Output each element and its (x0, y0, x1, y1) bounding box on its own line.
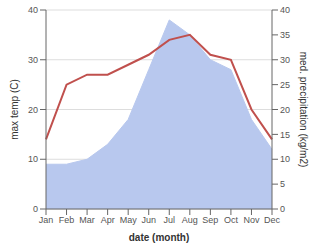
svg-text:Oct: Oct (224, 215, 239, 225)
svg-text:May: May (120, 215, 138, 225)
svg-text:Jun: Jun (141, 215, 156, 225)
svg-text:Jan: Jan (39, 215, 54, 225)
svg-text:max temp (C): max temp (C) (9, 79, 20, 140)
svg-text:Nov: Nov (243, 215, 260, 225)
svg-text:Dec: Dec (264, 215, 281, 225)
svg-text:35: 35 (280, 30, 290, 40)
svg-text:10: 10 (280, 154, 290, 164)
svg-text:med. precipitation (kg/m2): med. precipitation (kg/m2) (298, 52, 309, 168)
svg-text:Mar: Mar (79, 215, 95, 225)
svg-text:30: 30 (280, 55, 290, 65)
svg-text:0: 0 (33, 204, 38, 214)
svg-text:date (month): date (month) (129, 232, 190, 243)
svg-text:5: 5 (280, 179, 285, 189)
svg-text:15: 15 (280, 130, 290, 140)
svg-text:20: 20 (280, 105, 290, 115)
svg-text:Jul: Jul (164, 215, 176, 225)
svg-text:40: 40 (28, 5, 38, 15)
svg-text:20: 20 (28, 105, 38, 115)
svg-text:10: 10 (28, 154, 38, 164)
svg-text:25: 25 (280, 80, 290, 90)
svg-text:Apr: Apr (101, 215, 115, 225)
svg-text:Aug: Aug (182, 215, 198, 225)
svg-text:Feb: Feb (59, 215, 75, 225)
svg-text:Sep: Sep (202, 215, 218, 225)
svg-text:30: 30 (28, 55, 38, 65)
svg-text:40: 40 (280, 5, 290, 15)
svg-text:0: 0 (280, 204, 285, 214)
